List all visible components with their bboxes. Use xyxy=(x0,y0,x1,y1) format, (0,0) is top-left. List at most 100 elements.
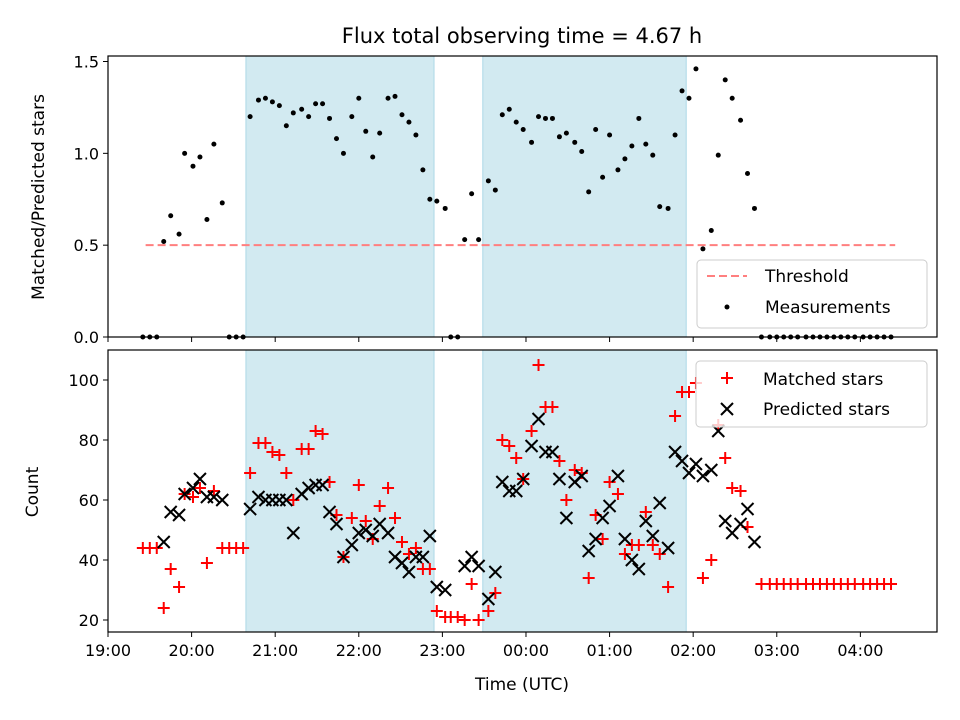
measurement-point xyxy=(434,198,440,204)
top-observing-windows xyxy=(245,55,687,338)
measurement-point xyxy=(299,106,305,112)
matched-star-point xyxy=(618,548,631,560)
predicted-star-point xyxy=(661,541,675,555)
predicted-star-point xyxy=(457,559,472,573)
matched-star-point xyxy=(696,572,709,584)
bottom-y-axis-label: Count xyxy=(23,466,43,517)
measurement-point xyxy=(283,123,289,129)
x-tick-label: 04:00 xyxy=(837,641,883,660)
measurements-legend-label: Measurements xyxy=(765,298,891,318)
bottom-y-tick-label: 80 xyxy=(79,431,99,450)
predicted-star-point xyxy=(588,532,603,546)
predicted-star-point xyxy=(186,481,200,495)
matched-star-point xyxy=(734,485,747,497)
bottom-y-tick-label: 100 xyxy=(68,371,99,390)
predicted-star-point xyxy=(632,562,646,576)
measurement-point xyxy=(306,114,312,120)
bottom-panel: 19:00 20:00 21:00 22:00 23:00 00:00 01:00 02:00… xyxy=(23,349,938,695)
predicted-star-point xyxy=(704,463,718,477)
top-y-tick-label: 0.0 xyxy=(74,328,99,347)
measurement-point xyxy=(708,227,714,233)
predicted-star-point xyxy=(682,466,696,480)
predicted-star-point xyxy=(481,592,496,606)
matched-star-point xyxy=(287,494,300,506)
measurement-point xyxy=(672,132,678,138)
predicted-stars-points xyxy=(157,412,762,606)
predicted-star-point xyxy=(602,499,617,513)
measurement-point xyxy=(729,95,735,101)
measurement-point xyxy=(738,117,744,123)
measurement-point xyxy=(377,130,383,136)
measurement-point xyxy=(549,115,555,121)
top-y-axis-label: Matched/Predicted stars xyxy=(29,94,49,300)
measurement-point xyxy=(643,141,649,147)
bottom-x-ticks: 19:00 20:00 21:00 22:00 23:00 00:00 01:00 02:00… xyxy=(85,632,883,660)
measurement-point xyxy=(320,101,326,107)
matched-star-point xyxy=(244,467,257,479)
matched-star-point xyxy=(352,479,365,491)
bottom-y-ticks: 20 40 60 80 100 xyxy=(68,371,108,630)
measurement-point xyxy=(392,93,398,99)
matched-star-point xyxy=(430,605,443,617)
x-axis-label: Time (UTC) xyxy=(474,675,569,695)
x-tick-label: 02:00 xyxy=(670,641,716,660)
predicted-star-point xyxy=(329,517,344,531)
matched-star-point xyxy=(409,542,422,554)
predicted-star-point xyxy=(172,508,186,522)
measurement-point xyxy=(745,171,751,177)
measurement-point xyxy=(636,115,642,121)
measurement-point xyxy=(219,200,225,206)
matched-star-point xyxy=(200,557,213,569)
measurement-point xyxy=(679,88,685,94)
measurement-point xyxy=(485,178,491,184)
measurement-point xyxy=(469,191,475,197)
measurement-point xyxy=(492,187,498,193)
matched-legend-label: Matched stars xyxy=(763,370,883,390)
predicted-star-point xyxy=(575,469,589,483)
measurement-point xyxy=(529,139,535,145)
measurement-point xyxy=(536,114,542,120)
matched-star-point xyxy=(173,581,186,593)
bottom-observing-windows xyxy=(245,349,687,633)
measurement-point xyxy=(385,95,391,101)
predicted-star-point xyxy=(646,529,660,543)
predicted-star-point xyxy=(423,529,437,543)
matched-star-point xyxy=(510,452,523,464)
matched-star-point xyxy=(316,428,329,440)
predicted-star-point xyxy=(668,445,682,459)
matched-star-point xyxy=(373,500,386,512)
matched-star-point xyxy=(465,578,478,590)
top-y-tick-label: 0.5 xyxy=(74,236,99,255)
measurement-point xyxy=(276,103,282,109)
x-tick-label: 19:00 xyxy=(85,641,131,660)
measurement-point xyxy=(363,128,369,134)
matched-star-point xyxy=(259,437,272,449)
figure-title: Flux total observing time = 4.67 h xyxy=(342,24,702,48)
measurement-point xyxy=(499,112,505,118)
measurement-point xyxy=(556,134,562,140)
measurement-point xyxy=(269,99,275,105)
measurement-point xyxy=(204,216,210,222)
measurement-point xyxy=(462,237,468,243)
matched-star-point xyxy=(472,614,485,626)
matched-star-point xyxy=(885,578,898,590)
top-y-ticks: 0.0 0.5 1.0 1.5 xyxy=(74,53,108,347)
matched-star-point xyxy=(193,482,206,494)
matched-star-point xyxy=(164,563,177,575)
top-y-tick-label: 1.0 xyxy=(74,144,99,163)
measurement-point xyxy=(190,163,196,169)
x-tick-label: 23:00 xyxy=(419,641,465,660)
matched-star-point xyxy=(705,554,718,566)
matched-star-point xyxy=(359,515,372,527)
measurement-point xyxy=(715,152,721,158)
predicted-star-point xyxy=(581,544,596,558)
predicted-star-point xyxy=(471,559,486,573)
measurement-point xyxy=(413,132,419,138)
matched-star-point xyxy=(525,425,538,437)
predicted-star-point xyxy=(689,457,703,471)
matched-star-point xyxy=(653,548,666,560)
matched-star-point xyxy=(423,563,436,575)
x-tick-label: 01:00 xyxy=(587,641,633,660)
measurement-point xyxy=(665,205,671,211)
measurement-point xyxy=(506,106,512,112)
